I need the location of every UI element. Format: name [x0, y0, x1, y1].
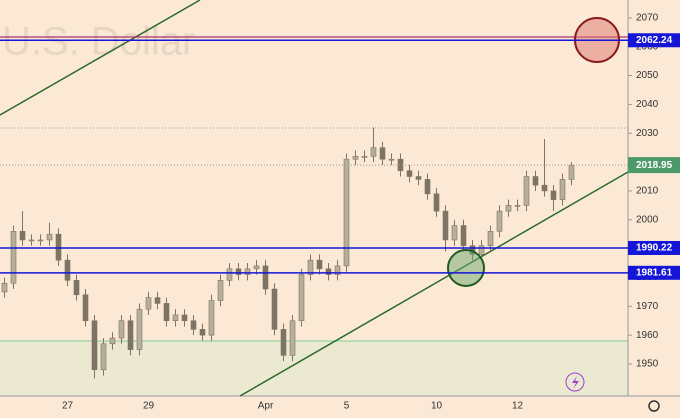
candle-body — [136, 308, 143, 350]
support-circle — [447, 249, 485, 287]
candle-body — [145, 297, 152, 310]
level-label: 2062.24 — [636, 35, 673, 46]
level-label: 1981.61 — [636, 267, 673, 278]
level-tag — [628, 240, 680, 255]
candle-body — [91, 320, 98, 371]
candle-body — [253, 265, 260, 270]
last-price-tag — [628, 157, 680, 174]
y-tick-label: 2040 — [636, 99, 659, 110]
candle-body — [118, 320, 125, 339]
candle-body — [505, 205, 512, 212]
candle-body — [262, 265, 269, 290]
candle-body — [343, 158, 350, 267]
x-tick-label: 10 — [431, 401, 443, 412]
y-tick-label: 2030 — [636, 128, 659, 139]
candle-body — [523, 176, 530, 206]
candle-body — [379, 147, 386, 160]
level-tag — [628, 265, 680, 280]
candle-body — [82, 294, 89, 322]
candle-body — [361, 156, 368, 158]
candle-body — [532, 176, 539, 186]
candle-body — [424, 179, 431, 195]
x-tick-label: Apr — [258, 401, 274, 412]
x-tick-label: 29 — [143, 401, 155, 412]
candle-body — [208, 300, 215, 336]
candle-body — [514, 205, 521, 207]
candle-body — [163, 303, 170, 322]
candle-body — [460, 225, 467, 247]
x-tick-label: 12 — [512, 401, 524, 412]
candle-body — [280, 329, 287, 356]
candle-body — [235, 268, 242, 275]
candle-body — [496, 210, 503, 232]
candle-body — [73, 280, 80, 296]
alert-bolt — [572, 376, 579, 389]
y-tick-label: 1970 — [636, 301, 659, 312]
candle-body — [244, 268, 251, 275]
y-tick-label: 1950 — [636, 359, 659, 370]
candle-body — [487, 231, 494, 247]
candle-body — [415, 176, 422, 180]
candle-body — [190, 320, 197, 330]
level-label: 1990.22 — [636, 243, 673, 254]
y-tick-label: 2050 — [636, 70, 659, 81]
candle-body — [433, 193, 440, 212]
candle-body — [109, 337, 116, 345]
trend-line — [0, 0, 201, 116]
x-tick-label: 5 — [344, 401, 350, 412]
candle-body — [568, 164, 575, 180]
candle-body — [46, 233, 53, 241]
candle-body — [478, 245, 485, 255]
candle-body — [316, 259, 323, 270]
last-price-label: 2018.95 — [636, 160, 673, 171]
alert-icon[interactable] — [565, 372, 585, 392]
candle-body — [307, 259, 314, 275]
candle-body — [100, 343, 107, 371]
candle-body — [181, 314, 188, 322]
candle-body — [199, 329, 206, 336]
y-tick-label: 1960 — [636, 330, 659, 341]
candle-body — [559, 179, 566, 200]
candle-body — [334, 265, 341, 275]
candle-body — [55, 233, 62, 261]
settings-icon[interactable] — [648, 400, 660, 412]
candle-body — [226, 268, 233, 281]
candle-body — [388, 158, 395, 161]
candle-body — [442, 210, 449, 241]
candle-body — [10, 231, 17, 284]
y-tick-label: 2010 — [636, 186, 659, 197]
watermark: U.S. Dollar — [2, 20, 195, 64]
candle-body — [451, 225, 458, 241]
candle-body — [19, 231, 26, 241]
trend-line — [239, 171, 629, 397]
plot — [1, 127, 575, 379]
candle-body — [370, 147, 377, 157]
candle-body — [298, 274, 305, 322]
candle-body — [289, 320, 296, 356]
candle-body — [154, 297, 161, 304]
candle-body — [64, 259, 71, 281]
candle-body — [541, 184, 548, 192]
candle-body — [271, 288, 278, 330]
candle-body — [550, 190, 557, 200]
candle-body — [406, 170, 413, 177]
candle-body — [28, 239, 35, 242]
candle-body — [217, 280, 224, 301]
candle-body — [352, 156, 359, 160]
candle-body — [1, 282, 8, 293]
x-tick-label: 27 — [62, 401, 74, 412]
level-tag — [628, 33, 680, 48]
candle-body — [172, 314, 179, 322]
y-tick-label: 2000 — [636, 214, 659, 225]
candle-body — [127, 320, 134, 350]
candle-body — [37, 239, 44, 242]
y-tick-label: 2070 — [636, 13, 659, 24]
candle-body — [325, 268, 332, 275]
